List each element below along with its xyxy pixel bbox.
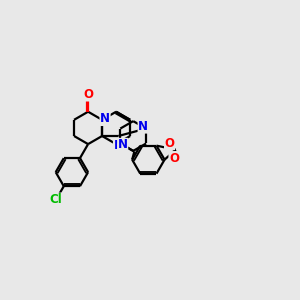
Text: N: N bbox=[138, 120, 148, 133]
Text: O: O bbox=[169, 152, 179, 165]
Text: Cl: Cl bbox=[50, 193, 62, 206]
Text: N: N bbox=[100, 112, 110, 125]
Text: N: N bbox=[113, 139, 124, 152]
Text: O: O bbox=[83, 88, 93, 101]
Text: N: N bbox=[118, 138, 128, 152]
Text: O: O bbox=[165, 136, 175, 149]
